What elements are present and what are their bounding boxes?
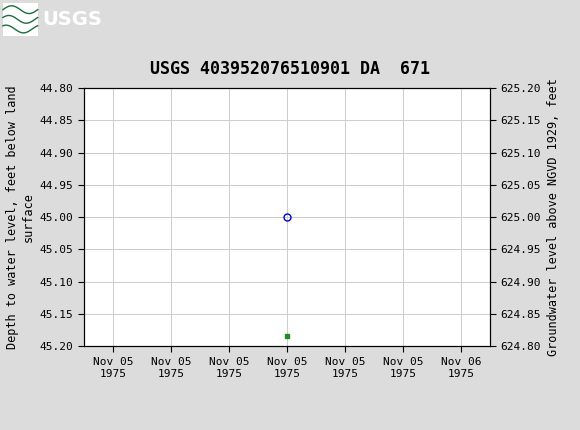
Text: USGS 403952076510901 DA  671: USGS 403952076510901 DA 671 (150, 60, 430, 78)
Bar (3, 3, 38, 36)
Y-axis label: Groundwater level above NGVD 1929, feet: Groundwater level above NGVD 1929, feet (546, 78, 560, 356)
Legend: Period of approved data: Period of approved data (181, 426, 393, 430)
Text: USGS: USGS (42, 10, 102, 29)
Y-axis label: Depth to water level, feet below land
surface: Depth to water level, feet below land su… (6, 85, 34, 349)
